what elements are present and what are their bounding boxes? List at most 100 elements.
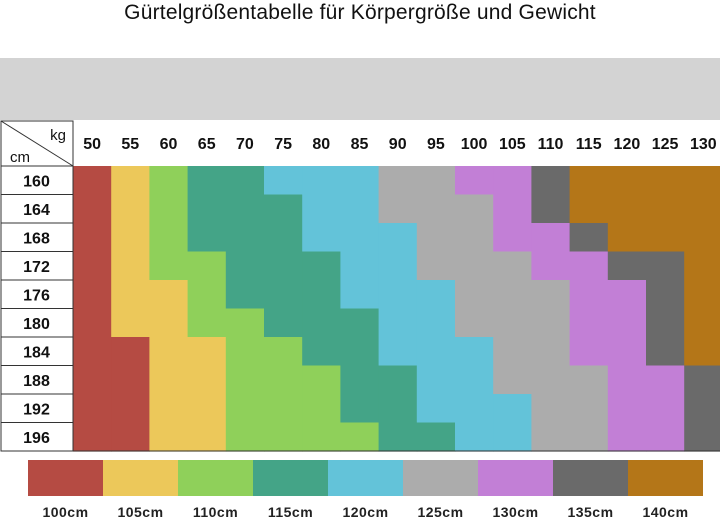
grid-cell [340, 365, 380, 395]
grid-cell [455, 394, 494, 424]
grid-cell [607, 308, 647, 338]
row-header-cell [0, 422, 74, 452]
grid-cell [340, 337, 380, 367]
grid-cell [149, 308, 189, 338]
grid-cell [569, 337, 609, 367]
chart-title: Gürtelgrößentabelle für Körpergröße und … [124, 1, 596, 24]
row-header-cell [0, 336, 74, 366]
legend-item: 105cm [103, 460, 178, 524]
grid-cell [531, 308, 571, 338]
grid-cell [340, 394, 380, 424]
grid-cell [187, 365, 227, 395]
grid-cell [569, 394, 609, 424]
x-tick-label: 125 [652, 136, 679, 153]
grid-cell [149, 365, 189, 395]
grid-cell [416, 251, 456, 281]
grid-cell [646, 365, 685, 395]
row-header-cell [0, 251, 74, 281]
legend-item: 100cm [28, 460, 103, 524]
grid-cell [531, 251, 571, 281]
grid-cell [646, 223, 685, 253]
grid-cell [149, 422, 189, 452]
legend-label: 120cm [342, 504, 389, 520]
grid-cell [416, 280, 456, 310]
grid-cell [111, 194, 150, 224]
grid-cell [531, 223, 571, 253]
y-tick-label: 172 [23, 259, 50, 276]
grid-cell [378, 194, 418, 224]
grid-cell [302, 223, 341, 253]
grid-cell [646, 280, 685, 310]
grid-cell [531, 337, 571, 367]
grid-cell [684, 365, 720, 395]
x-tick-label: 110 [538, 136, 564, 153]
grid-cell [225, 365, 265, 395]
grid-cell [684, 394, 720, 424]
legend-label: 115cm [267, 504, 314, 520]
grid-cell [531, 422, 571, 452]
grid-cell [531, 280, 571, 310]
grid-cell [378, 308, 418, 338]
size-grid: kg cm 50 55 60 65 70 75 80 85 90 95 100 105 110 115 120 1… [0, 120, 720, 452]
y-tick-label: 180 [23, 316, 50, 333]
grid-cell [493, 194, 532, 224]
grid-cell [225, 394, 265, 424]
grid-cell [149, 223, 189, 253]
legend-label: 135cm [567, 504, 614, 520]
grid-cell [455, 365, 494, 395]
grid-cell [531, 166, 571, 196]
x-tick-label: 90 [389, 136, 407, 153]
grid-cell [340, 280, 380, 310]
grid-cell [302, 194, 341, 224]
y-tick-label: 192 [23, 401, 50, 418]
grid-cell [455, 251, 494, 281]
grid-cell [111, 337, 150, 367]
grid-cell [569, 251, 609, 281]
grid-cell [378, 394, 418, 424]
grid-cell [684, 251, 720, 281]
grid-cell [73, 166, 112, 196]
grid-cell [493, 280, 532, 310]
row-header-cell [0, 393, 74, 423]
legend-item: 120cm [328, 460, 403, 524]
legend-swatch [253, 460, 328, 496]
grid-cell [73, 194, 112, 224]
grid-cell [225, 308, 265, 338]
grid-cell [302, 251, 341, 281]
grid-cell [684, 223, 720, 253]
grid-cell [569, 194, 609, 224]
legend-item: 130cm [478, 460, 553, 524]
y-tick-label: 196 [23, 430, 50, 447]
grid-cell [455, 308, 494, 338]
grid-cell [73, 251, 112, 281]
grid-cell [73, 365, 112, 395]
grid-cell [416, 394, 456, 424]
grid-cell [149, 194, 189, 224]
y-tick-label: 164 [23, 202, 50, 219]
grid-cell [416, 308, 456, 338]
grid-cell [455, 194, 494, 224]
grid-cell [302, 308, 341, 338]
header-band [0, 58, 720, 120]
legend-swatch [553, 460, 628, 496]
grid-cell [111, 365, 150, 395]
x-tick-label: 100 [461, 136, 488, 153]
legend: 100cm 105cm 110cm 115cm 120cm 125cm 130cm 135cm… [28, 460, 704, 524]
grid-cell [531, 365, 571, 395]
grid-cell [340, 166, 380, 196]
row-header-cell [0, 279, 74, 309]
grid-cell [416, 422, 456, 452]
grid-cell [455, 422, 494, 452]
grid-cell [531, 194, 571, 224]
grid-cell [225, 251, 265, 281]
grid-cell [378, 280, 418, 310]
x-tick-label: 95 [427, 136, 445, 153]
grid-cell [225, 422, 265, 452]
grid-cell [684, 308, 720, 338]
grid-cell [111, 280, 150, 310]
legend-swatch [478, 460, 553, 496]
grid-cell [416, 223, 456, 253]
grid-cell [684, 194, 720, 224]
grid-cell [264, 365, 303, 395]
y-tick-label: 188 [23, 373, 50, 390]
